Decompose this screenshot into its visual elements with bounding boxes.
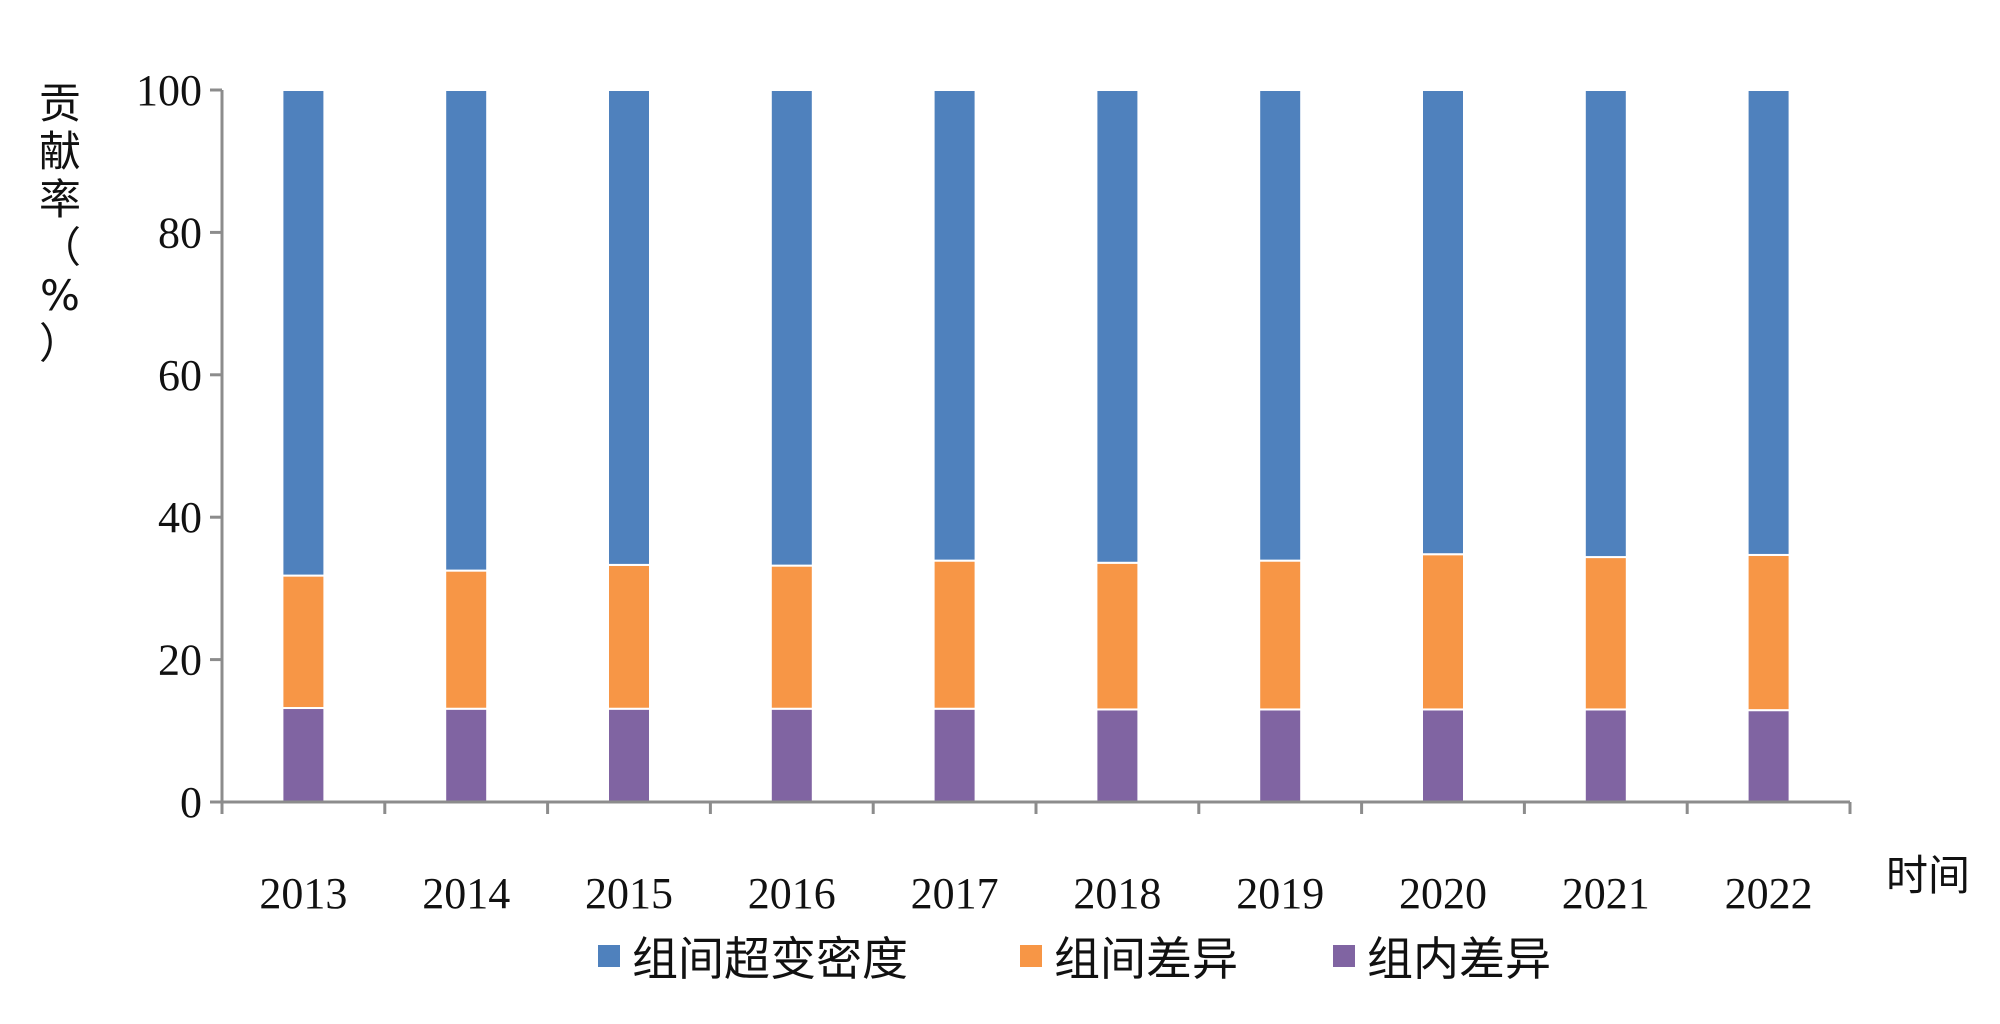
bar-segment-2020-s0	[1421, 708, 1465, 803]
legend-label-2: 组内差异	[1367, 932, 1551, 986]
y-axis-title-char: 献	[39, 127, 81, 176]
x-tick-label: 2022	[1725, 869, 1813, 918]
legend: 组间超变密度 组间差异 组内差异	[598, 932, 1551, 986]
y-axis-title-char: 贡	[39, 79, 81, 128]
bar-segment-2021-s0	[1583, 708, 1628, 803]
bar-segment-2020-s2	[1421, 89, 1465, 556]
x-ticks: 2013 2014 2015 2016 2017 2018 2019 2020 2021 2022	[220, 802, 1852, 918]
y-tick-label: 40	[158, 493, 202, 542]
bar-segment-2021-s2	[1583, 89, 1628, 559]
x-tick-label: 2017	[911, 869, 999, 918]
bar-segment-2017-s1	[932, 559, 977, 710]
bar-segment-2015-s2	[607, 89, 651, 566]
legend-swatch-1	[1020, 945, 1042, 967]
y-axis-title-char: 率	[39, 175, 81, 224]
legend-swatch-0	[598, 945, 620, 967]
bar-segment-2018-s2	[1095, 89, 1140, 564]
bar-segment-2014-s2	[444, 89, 489, 572]
bar-segment-2021-s1	[1583, 556, 1628, 711]
bar-segment-2016-s2	[769, 89, 814, 567]
bar-segment-2014-s0	[444, 707, 489, 804]
y-axis-title-char: ）	[39, 319, 81, 368]
x-tick-label: 2020	[1399, 869, 1487, 918]
x-tick-label: 2015	[585, 869, 673, 918]
x-tick-label: 2021	[1562, 869, 1650, 918]
bars-layer	[281, 89, 1791, 804]
legend-swatch-2	[1333, 945, 1355, 967]
bar-segment-2019-s0	[1258, 708, 1303, 803]
bar-segment-2015-s0	[607, 707, 651, 804]
bar-segment-2019-s2	[1258, 89, 1303, 562]
bar-segment-2016-s1	[769, 564, 814, 710]
bar-segment-2019-s1	[1258, 559, 1303, 711]
x-tick-label: 2014	[422, 869, 510, 918]
bar-segment-2017-s0	[932, 707, 977, 804]
bar-segment-2018-s0	[1095, 708, 1140, 803]
bar-segment-2022-s0	[1746, 709, 1791, 803]
y-axis-title: 贡献率（%）	[39, 79, 81, 368]
bar-segment-2018-s1	[1095, 561, 1140, 711]
bar-segment-2013-s0	[281, 707, 326, 803]
y-tick-label: 80	[158, 208, 202, 257]
bar-segment-2017-s2	[932, 89, 977, 562]
y-tick-label: 0	[180, 778, 202, 827]
y-axis-title-char: （	[39, 223, 81, 272]
bar-segment-2022-s1	[1746, 553, 1791, 712]
y-axis-title-char: %	[40, 271, 80, 320]
legend-label-1: 组间差异	[1054, 932, 1238, 986]
bar-segment-2013-s1	[281, 574, 326, 710]
y-ticks: 0 20 40 60 80 100	[136, 66, 222, 827]
bar-segment-2016-s0	[769, 707, 814, 804]
y-tick-label: 60	[158, 351, 202, 400]
x-tick-label: 2016	[748, 869, 836, 918]
y-tick-label: 20	[158, 636, 202, 685]
x-axis-title: 时间	[1886, 851, 1970, 900]
x-tick-label: 2013	[259, 869, 347, 918]
x-tick-label: 2019	[1236, 869, 1324, 918]
x-tick-label: 2018	[1073, 869, 1161, 918]
legend-label-0: 组间超变密度	[632, 932, 908, 986]
bar-segment-2015-s1	[607, 563, 651, 710]
y-tick-label: 100	[136, 66, 202, 115]
bar-segment-2013-s2	[281, 89, 326, 577]
bar-segment-2022-s2	[1746, 89, 1791, 556]
bar-segment-2020-s1	[1421, 553, 1465, 711]
bar-segment-2014-s1	[444, 569, 489, 710]
